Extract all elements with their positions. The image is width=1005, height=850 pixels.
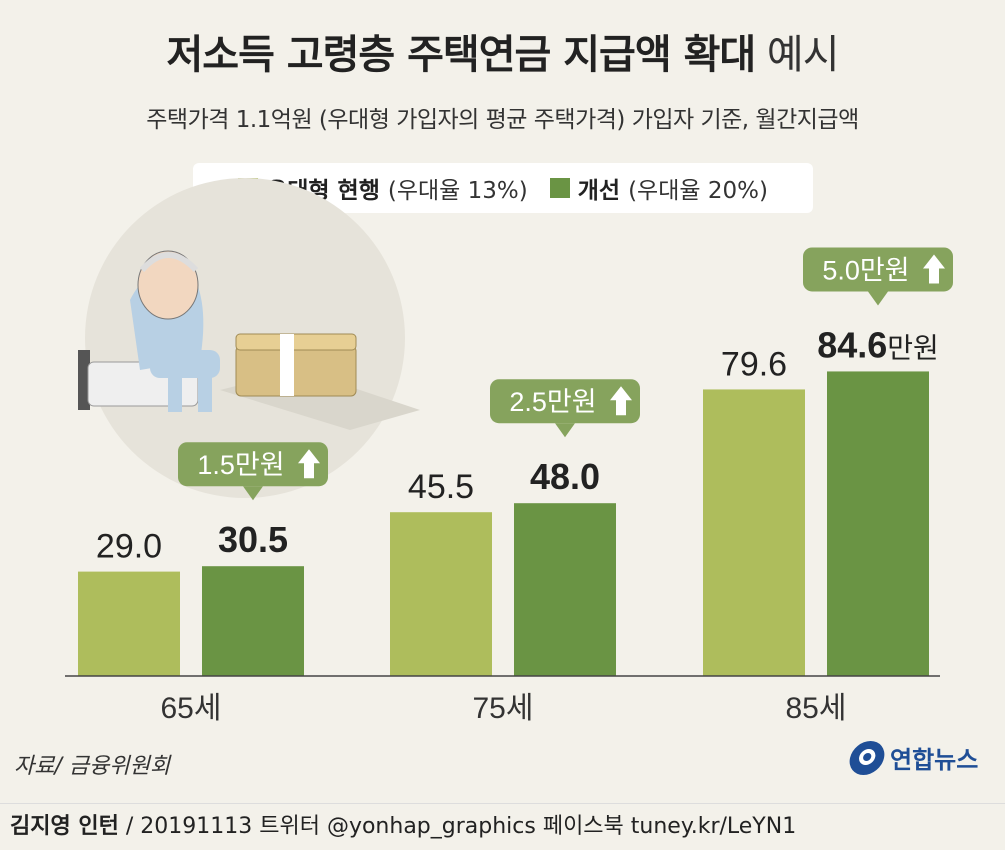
value-label-current-2: 45.5 <box>408 468 474 506</box>
bar-current-1 <box>78 571 180 676</box>
yonhap-logo: 연합뉴스 <box>846 740 979 775</box>
bar-current-3 <box>703 389 805 676</box>
chart-subtitle: 주택가격 1.1억원 (우대형 가입자의 평균 주택가격) 가입자 기준, 월간… <box>146 107 859 133</box>
increase-label-1: 1.5만원 <box>197 450 284 480</box>
callout-pointer-1 <box>243 486 263 501</box>
bar-improved-3 <box>827 371 929 676</box>
bar-current-2 <box>390 512 492 676</box>
up-arrow-icon <box>923 254 945 284</box>
increase-callout-2 <box>490 379 640 424</box>
up-arrow-icon <box>298 449 320 479</box>
legend-note-improved: (우대율 20%) <box>628 178 768 204</box>
title-suffix: 예시 <box>766 32 840 78</box>
credit-info: / 20191113 트위터 @yonhap_graphics 페이스북 tun… <box>118 814 797 839</box>
value-label-current-3: 79.6 <box>721 345 787 383</box>
bar-improved-1 <box>202 566 304 676</box>
credit-author: 김지영 인턴 <box>10 814 119 839</box>
legend-note-current: (우대율 13%) <box>387 178 528 204</box>
title-main: 저소득 고령층 주택연금 지급액 확대 <box>166 32 756 78</box>
x-tick-label-2: 75세 <box>473 692 534 725</box>
increase-label-2: 2.5만원 <box>509 387 596 417</box>
value-unit: 만원 <box>887 332 939 363</box>
legend-item-improved: 개선 (우대율 20%) <box>549 171 768 205</box>
bar-improved-2 <box>514 503 616 676</box>
increase-callout-3 <box>803 247 953 292</box>
legend-swatch-improved <box>549 178 570 198</box>
callout-pointer-2 <box>555 423 575 438</box>
elderly-illustration <box>78 178 420 498</box>
chart-title: 저소득 고령층 주택연금 지급액 확대 예시 <box>0 22 1005 80</box>
legend-label-improved: 개선 <box>577 178 621 204</box>
source-note: 자료/ 금융위원회 <box>14 754 171 779</box>
value-label-improved-2: 48.0 <box>530 456 600 497</box>
callout-pointer-3 <box>868 291 888 306</box>
x-tick-label-3: 85세 <box>786 692 847 725</box>
bar-chart: 29.0 30.5 1.5만원 45.5 48.0 2.5만원 79.6 84.6만원 5.0만… <box>65 178 953 725</box>
value-label-improved-3: 84.6만원 <box>817 324 939 365</box>
value-label-current-1: 29.0 <box>96 528 162 566</box>
increase-callout-1 <box>178 442 328 487</box>
yonhap-logo-text: 연합뉴스 <box>890 746 979 774</box>
up-arrow-icon <box>610 386 632 416</box>
x-tick-label-1: 65세 <box>161 692 222 725</box>
increase-label-3: 5.0만원 <box>822 255 909 285</box>
yonhap-logo-icon <box>846 740 888 775</box>
value-label-improved-1: 30.5 <box>218 519 288 560</box>
credit-footer: 김지영 인턴 / 20191113 트위터 @yonhap_graphics 페… <box>0 803 1005 849</box>
